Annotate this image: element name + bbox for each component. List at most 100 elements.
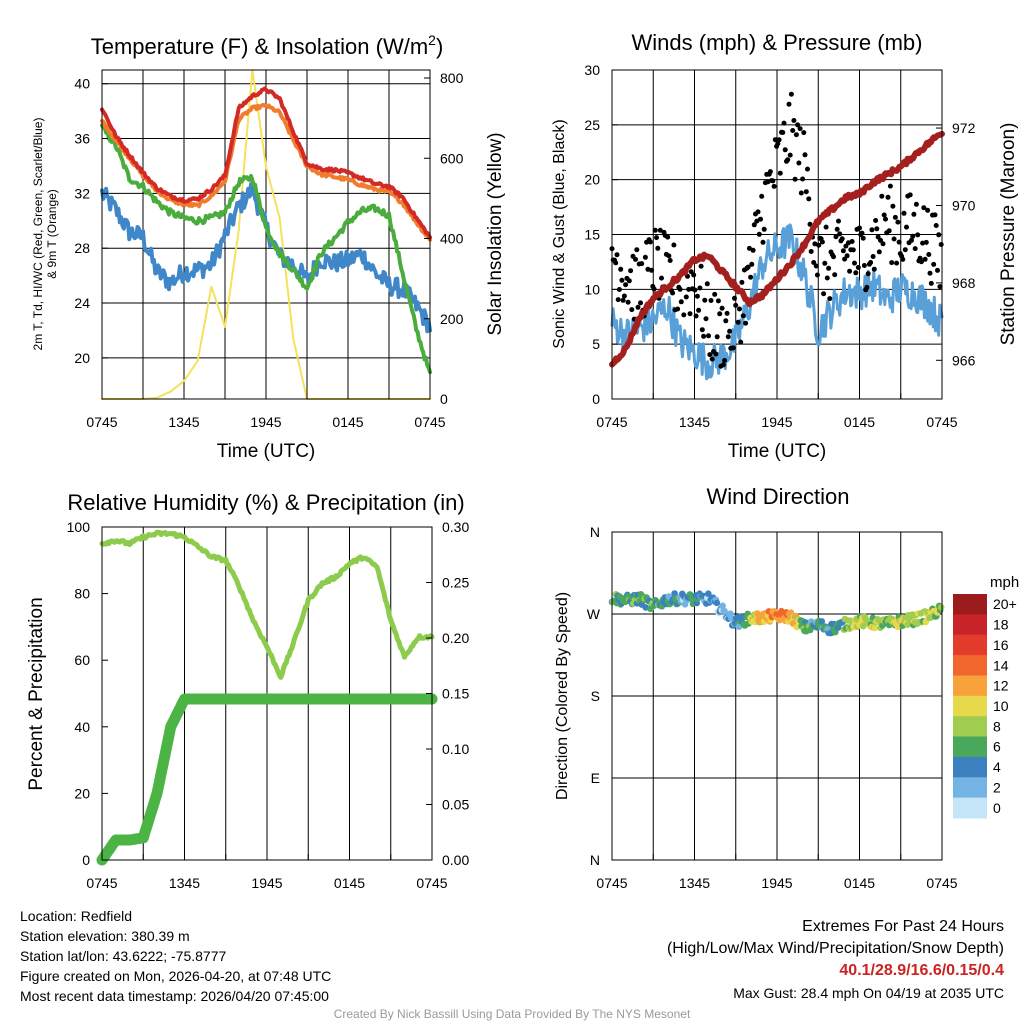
gust-point: [785, 157, 791, 163]
colorbar-swatch: [953, 655, 987, 676]
gust-point: [615, 297, 621, 303]
right-y-tick-label: 972: [952, 120, 976, 136]
gust-point: [935, 267, 940, 273]
gust-point: [702, 297, 708, 303]
gust-point: [767, 169, 773, 175]
winds-xlabel: Time (UTC): [728, 441, 827, 462]
series-line-precipitation: [96, 693, 438, 866]
gust-point: [814, 272, 820, 278]
wind-direction-panel: Wind Direction 0745 1345 1945 0145 0745 N E S W N…: [554, 484, 1019, 891]
gust-point: [665, 234, 671, 240]
y-tick-label: 25: [584, 117, 600, 133]
gust-point: [698, 263, 704, 269]
gust-point: [827, 296, 833, 302]
gust-point: [760, 239, 766, 245]
gust-point: [712, 291, 718, 297]
x-tick-label: 0745: [86, 414, 117, 430]
direction-point: [859, 622, 867, 630]
gust-point: [931, 261, 937, 267]
gust-point: [928, 280, 934, 286]
gust-point: [638, 300, 643, 306]
gust-point: [922, 256, 928, 262]
gust-point: [786, 101, 792, 107]
right-y-tick-label: 800: [440, 70, 464, 86]
gust-point: [694, 293, 700, 299]
gust-point: [819, 239, 825, 245]
gust-point: [795, 122, 801, 128]
gust-point: [732, 295, 737, 301]
colorbar-title: mph: [990, 574, 1019, 591]
wind-direction-grid: [612, 532, 942, 860]
gust-point: [686, 286, 692, 292]
gust-point: [895, 219, 901, 225]
gust-point: [891, 236, 897, 242]
right-y-tick-label: 0.30: [442, 519, 469, 535]
winds-ticks: 0745 1345 1945 0145 0745 0 5 10 15 20 25 30 966 968 97…: [584, 62, 975, 430]
y-tick-label: 10: [584, 281, 600, 297]
gust-point: [725, 334, 731, 340]
gust-point: [745, 264, 751, 270]
gust-point: [849, 239, 855, 244]
gust-point: [887, 183, 893, 189]
x-tick-label: 0145: [844, 414, 875, 430]
gust-point: [796, 160, 802, 166]
gust-point: [860, 235, 866, 241]
gust-point: [915, 232, 921, 238]
gust-point: [751, 222, 757, 228]
gust-point: [681, 312, 687, 318]
x-tick-label: 1345: [679, 414, 710, 430]
y-tick-label: 20: [74, 785, 90, 801]
gust-point: [683, 294, 689, 300]
right-y-tick-label: 0.00: [442, 852, 469, 868]
gust-point: [781, 120, 787, 126]
gust-point: [756, 231, 762, 237]
y-tick-label: E: [591, 770, 600, 786]
humidity-ticks: 0745 1345 1945 0145 0745 0 20 40 60 80 100 0.00 0.05…: [67, 519, 470, 891]
gust-point: [933, 223, 939, 228]
gust-point: [621, 293, 627, 299]
gust-point: [715, 298, 721, 304]
direction-point: [713, 599, 721, 607]
gust-point: [780, 130, 786, 135]
gust-point: [857, 225, 862, 231]
gust-point: [614, 252, 620, 258]
gust-point: [938, 242, 944, 247]
series-line-2m-t: [100, 86, 432, 240]
gust-point: [889, 260, 895, 266]
gust-point: [708, 298, 714, 303]
gust-point: [913, 201, 919, 207]
gust-point: [805, 166, 810, 172]
gust-point: [647, 239, 653, 245]
x-tick-label: 1345: [168, 414, 199, 430]
humidity-series: [96, 529, 438, 866]
gust-point: [847, 268, 853, 274]
direction-point: [818, 618, 826, 625]
gust-point: [620, 297, 626, 303]
gust-point: [635, 304, 641, 310]
gust-point: [871, 266, 877, 272]
gust-point: [912, 246, 918, 252]
credit-text: Created By Nick Bassill Using Data Provi…: [333, 1007, 691, 1021]
gust-point: [613, 260, 619, 266]
right-y-tick-label: 966: [952, 352, 976, 368]
gust-point: [739, 279, 745, 285]
gust-point: [671, 242, 677, 248]
y-tick-label: N: [590, 524, 600, 540]
winds-ylabel: Sonic Wind & Gust (Blue, Black): [551, 119, 568, 348]
x-tick-label: 1945: [761, 875, 792, 891]
y-tick-label: S: [591, 688, 600, 704]
gust-point: [844, 253, 850, 259]
station-metadata: Location: Redfield Station elevation: 38…: [20, 906, 331, 1006]
direction-point: [728, 615, 735, 622]
colorbar-swatch: [953, 756, 987, 778]
y-tick-label: 5: [592, 336, 600, 352]
gust-point: [918, 259, 924, 265]
right-y-tick-label: 200: [440, 311, 464, 327]
gust-point: [853, 270, 859, 276]
y-tick-label: 40: [74, 719, 90, 735]
colorbar-swatch: [953, 594, 987, 615]
gust-point: [625, 299, 631, 305]
gust-point: [649, 267, 655, 273]
right-y-tick-label: 0.15: [442, 686, 469, 702]
gust-point: [657, 227, 663, 233]
